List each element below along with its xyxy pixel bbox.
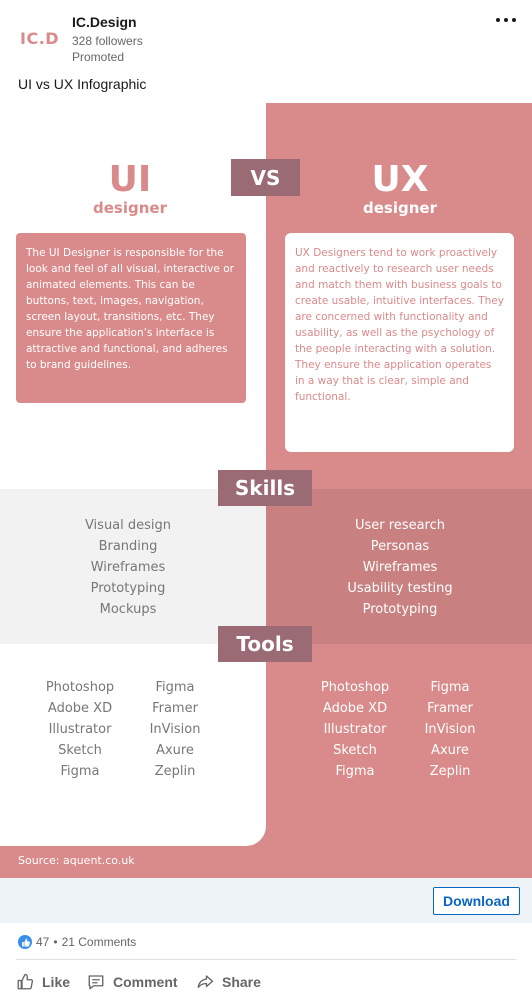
separator-dot: •: [53, 935, 58, 949]
like-label: Like: [42, 974, 71, 990]
download-button[interactable]: Download: [433, 887, 520, 915]
ui-title: UI: [108, 159, 152, 200]
ux-subtitle: designer: [363, 199, 437, 217]
list-item: User research: [354, 518, 445, 533]
list-item: Zeplin: [154, 764, 196, 779]
list-item: Sketch: [333, 743, 377, 758]
list-item: Illustrator: [48, 722, 112, 737]
list-item: Personas: [370, 539, 430, 554]
reaction-count[interactable]: 47: [36, 935, 50, 949]
list-item: Visual design: [84, 518, 172, 533]
action-bar: Like Comment Share: [0, 966, 532, 998]
post-header: IC.D IC.Design 328 followers Promoted: [0, 0, 532, 70]
list-item: InVision: [424, 722, 476, 737]
cta-bar: Download: [0, 878, 532, 923]
list-item: Wireframes: [362, 560, 438, 575]
share-icon: [197, 975, 214, 988]
list-item: Prototyping: [90, 581, 166, 596]
ui-tools-column-1: Photoshop Adobe XD Illustrator Sketch Fi…: [30, 677, 130, 782]
list-item: Prototyping: [362, 602, 438, 617]
like-icon: [17, 973, 34, 990]
post-caption: UI vs UX Infographic: [18, 76, 147, 92]
list-item: Axure: [156, 743, 194, 758]
ux-skills-list: User research Personas Wireframes Usabil…: [312, 515, 488, 620]
list-item: Wireframes: [90, 560, 166, 575]
list-item: Photoshop: [45, 680, 115, 695]
list-item: Figma: [60, 764, 100, 779]
ux-description: UX Designers tend to work proactively an…: [285, 233, 514, 452]
list-item: Adobe XD: [322, 701, 388, 716]
skills-heading: Skills: [218, 470, 312, 506]
list-item: Adobe XD: [47, 701, 113, 716]
social-counts[interactable]: 47 • 21 Comments: [18, 934, 136, 950]
list-item: Branding: [98, 539, 158, 554]
ux-tools-column-2: Figma Framer InVision Axure Zeplin: [405, 677, 495, 782]
ui-description: The UI Designer is responsible for the l…: [16, 233, 246, 403]
skills-band-ui: [0, 489, 266, 644]
list-item: Usability testing: [347, 581, 453, 596]
divider: [16, 959, 516, 960]
list-item: InVision: [149, 722, 201, 737]
follower-count: 328 followers: [72, 34, 143, 48]
list-item: Zeplin: [429, 764, 471, 779]
ux-title: UX: [371, 159, 429, 200]
infographic-image[interactable]: UI designer VS UX designer The UI Design…: [0, 103, 532, 878]
company-name[interactable]: IC.Design: [72, 14, 137, 30]
list-item: Mockups: [99, 602, 157, 617]
more-icon[interactable]: [496, 12, 520, 28]
ux-tools-column-1: Photoshop Adobe XD Illustrator Sketch Fi…: [305, 677, 405, 782]
tools-heading: Tools: [218, 626, 312, 662]
list-item: Photoshop: [320, 680, 390, 695]
list-item: Framer: [152, 701, 198, 716]
ui-tools-column-2: Figma Framer InVision Axure Zeplin: [130, 677, 220, 782]
list-item: Figma: [335, 764, 375, 779]
list-item: Axure: [431, 743, 469, 758]
share-button[interactable]: Share: [196, 966, 261, 998]
comment-icon: [88, 975, 104, 990]
skills-band-ux: [266, 489, 532, 644]
list-item: Figma: [155, 680, 195, 695]
comment-button[interactable]: Comment: [87, 966, 178, 998]
ui-subtitle: designer: [93, 199, 167, 217]
ui-skills-list: Visual design Branding Wireframes Protot…: [40, 515, 216, 620]
list-item: Framer: [427, 701, 473, 716]
like-button[interactable]: Like: [16, 966, 70, 998]
list-item: Figma: [430, 680, 470, 695]
comment-label: Comment: [113, 974, 178, 990]
promoted-label: Promoted: [72, 50, 125, 64]
share-label: Share: [222, 974, 261, 990]
list-item: Illustrator: [323, 722, 387, 737]
company-logo[interactable]: IC.D: [20, 29, 60, 48]
vs-badge: VS: [231, 159, 300, 196]
source-credit: Source: aquent.co.uk: [18, 854, 135, 867]
like-reaction-icon: [18, 935, 32, 949]
list-item: Sketch: [58, 743, 102, 758]
comment-count[interactable]: 21 Comments: [61, 935, 137, 949]
